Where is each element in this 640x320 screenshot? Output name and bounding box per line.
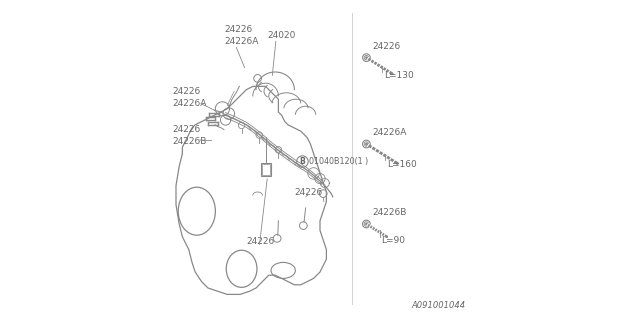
Text: 24226A: 24226A bbox=[173, 99, 207, 108]
Bar bbox=[261, 163, 271, 176]
Bar bbox=[262, 164, 270, 175]
Text: 24226A: 24226A bbox=[372, 128, 406, 137]
Text: 24226B: 24226B bbox=[173, 137, 207, 146]
Text: L=90: L=90 bbox=[381, 236, 405, 245]
Text: B: B bbox=[300, 157, 305, 166]
Text: 01040B120(1 ): 01040B120(1 ) bbox=[310, 157, 369, 166]
Text: L=160: L=160 bbox=[387, 159, 417, 169]
Text: A091001044: A091001044 bbox=[412, 301, 465, 310]
Text: L=130: L=130 bbox=[384, 71, 414, 80]
Text: 24226B: 24226B bbox=[372, 208, 406, 217]
Text: 24020: 24020 bbox=[268, 31, 296, 40]
Text: 24226: 24226 bbox=[372, 42, 401, 51]
Text: 24226: 24226 bbox=[173, 87, 201, 96]
Text: 24226A: 24226A bbox=[224, 37, 259, 46]
Text: 24226: 24226 bbox=[173, 125, 201, 134]
Text: 24226: 24226 bbox=[246, 237, 275, 246]
Text: 24226: 24226 bbox=[294, 188, 323, 197]
Text: 24226: 24226 bbox=[224, 25, 252, 34]
